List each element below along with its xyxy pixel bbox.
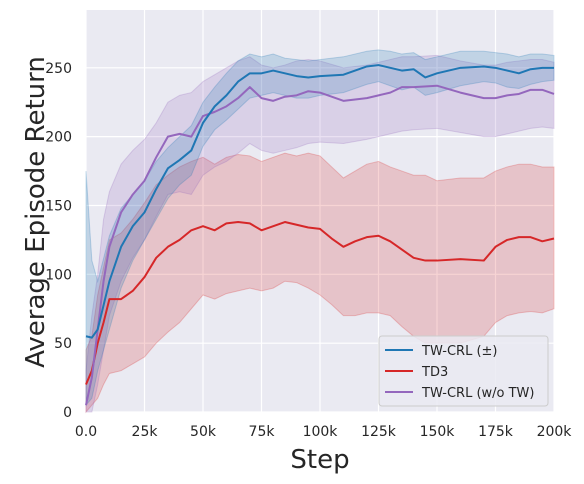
x-tick-label: 50k — [190, 424, 217, 440]
y-axis-title: Average Episode Return — [21, 56, 51, 368]
line-td3 — [85, 221, 555, 385]
line-tw-crl-w-o-tw — [85, 84, 555, 406]
y-tick-label: 250 — [45, 61, 72, 77]
band-td3 — [85, 152, 555, 414]
x-tick-label: 125k — [361, 424, 397, 440]
x-axis-title: Step — [290, 445, 349, 475]
x-tick-labels: 0.0 25k 50k 75k 100k 125k 150k 175k 200k — [75, 424, 572, 440]
x-tick-label: 150k — [420, 424, 456, 440]
x-tick-label: 100k — [303, 424, 339, 440]
x-tick-label: 75k — [249, 424, 276, 440]
y-tick-label: 200 — [45, 130, 72, 146]
legend-label-td3: TD3 — [421, 365, 448, 380]
x-tick-label: 175k — [478, 424, 514, 440]
legend: TW-CRL (±) TD3 TW-CRL (w/o TW) — [378, 335, 549, 407]
y-tick-label: 100 — [45, 267, 72, 283]
confidence-bands — [85, 49, 555, 414]
x-tick-label: 200k — [537, 424, 573, 440]
y-tick-label: 150 — [45, 198, 72, 214]
legend-label-tw-crl-wo-tw: TW-CRL (w/o TW) — [421, 386, 534, 401]
x-tick-label: 25k — [132, 424, 159, 440]
band-tw-crl-w-o-tw — [85, 54, 555, 413]
legend-box — [378, 335, 549, 407]
line-tw-crl — [85, 64, 554, 339]
band-tw-crl — [85, 49, 555, 407]
legend-label-tw-crl: TW-CRL (±) — [421, 344, 497, 359]
y-tick-label: 50 — [54, 336, 72, 352]
y-tick-labels: 0 50 100 150 200 250 — [45, 61, 72, 421]
y-tick-label: 0 — [63, 405, 72, 421]
series-lines — [85, 64, 555, 406]
x-tick-label: 0.0 — [75, 424, 97, 440]
